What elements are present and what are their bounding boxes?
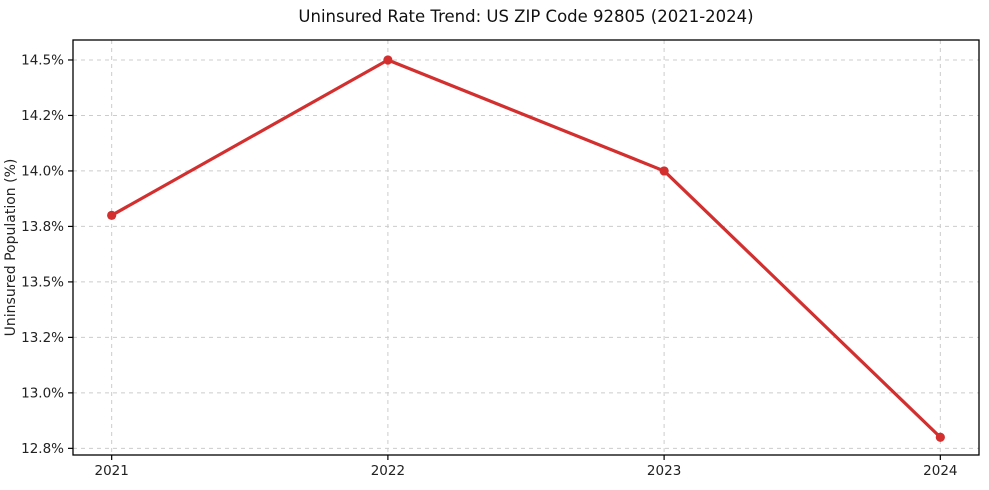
data-point-2022 bbox=[383, 55, 393, 65]
x-tick-label: 2022 bbox=[371, 463, 405, 479]
plot-area: 14.5% 14.2% 14.0% 13.8% 13.5% 13.2% 13.0% 12.8%… bbox=[21, 39, 980, 479]
y-axis-label: Uninsured Population (%) bbox=[3, 159, 19, 337]
data-point-2021 bbox=[107, 210, 117, 220]
x-tick-label: 2024 bbox=[923, 463, 957, 479]
x-tick-label: 2023 bbox=[647, 463, 681, 479]
y-tick-label: 14.2% bbox=[21, 108, 64, 124]
chart-title: Uninsured Rate Trend: US ZIP Code 92805 … bbox=[298, 7, 753, 26]
y-tick-label: 13.2% bbox=[21, 330, 64, 346]
x-tick-label: 2021 bbox=[94, 463, 128, 479]
data-point-2023 bbox=[659, 166, 669, 176]
y-tick-label: 13.0% bbox=[21, 385, 64, 401]
y-tick-label: 12.8% bbox=[21, 441, 64, 457]
y-tick-label: 14.5% bbox=[21, 53, 64, 69]
y-tick-label: 14.0% bbox=[21, 164, 64, 180]
trend-line bbox=[110, 58, 942, 439]
y-tick-label: 13.5% bbox=[21, 274, 64, 290]
y-tick-label: 13.8% bbox=[21, 219, 64, 235]
data-point-2024 bbox=[935, 432, 945, 442]
plot-border bbox=[72, 39, 980, 456]
